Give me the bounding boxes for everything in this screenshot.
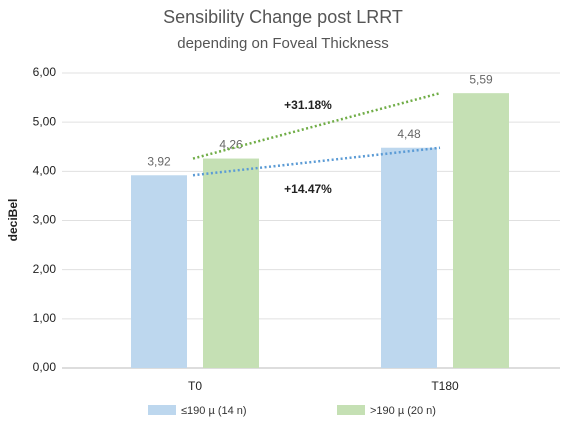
- legend-label: ≤190 µ (14 n): [181, 405, 247, 417]
- data-label: 4,26: [219, 138, 243, 152]
- legend-swatch: [337, 405, 365, 415]
- data-label: 4,48: [397, 127, 421, 141]
- bar: [131, 175, 187, 368]
- y-tick-label: 1,00: [33, 311, 57, 325]
- y-axis-label: deciBel: [6, 199, 20, 242]
- x-tick-label: T0: [188, 379, 202, 393]
- bar: [203, 158, 259, 368]
- trend-line: [192, 91, 441, 160]
- bar: [453, 93, 509, 369]
- y-tick-label: 5,00: [33, 114, 57, 128]
- x-tick-label: T180: [431, 379, 459, 393]
- annotation: +31.18%: [284, 98, 332, 112]
- chart-title: Sensibility Change post LRRT: [163, 7, 403, 27]
- y-tick-label: 2,00: [33, 262, 57, 276]
- y-tick-label: 0,00: [33, 360, 57, 374]
- bar: [381, 147, 437, 368]
- legend-label: >190 µ (20 n): [370, 405, 436, 417]
- y-tick-label: 6,00: [33, 65, 57, 79]
- legend-swatch: [148, 405, 176, 415]
- chart-subtitle: depending on Foveal Thickness: [177, 35, 389, 52]
- trend-line: [192, 146, 441, 177]
- data-label: 5,59: [469, 72, 493, 86]
- annotation: +14.47%: [284, 182, 332, 196]
- y-tick-label: 3,00: [33, 213, 57, 227]
- data-label: 3,92: [147, 154, 171, 168]
- y-tick-label: 4,00: [33, 164, 57, 178]
